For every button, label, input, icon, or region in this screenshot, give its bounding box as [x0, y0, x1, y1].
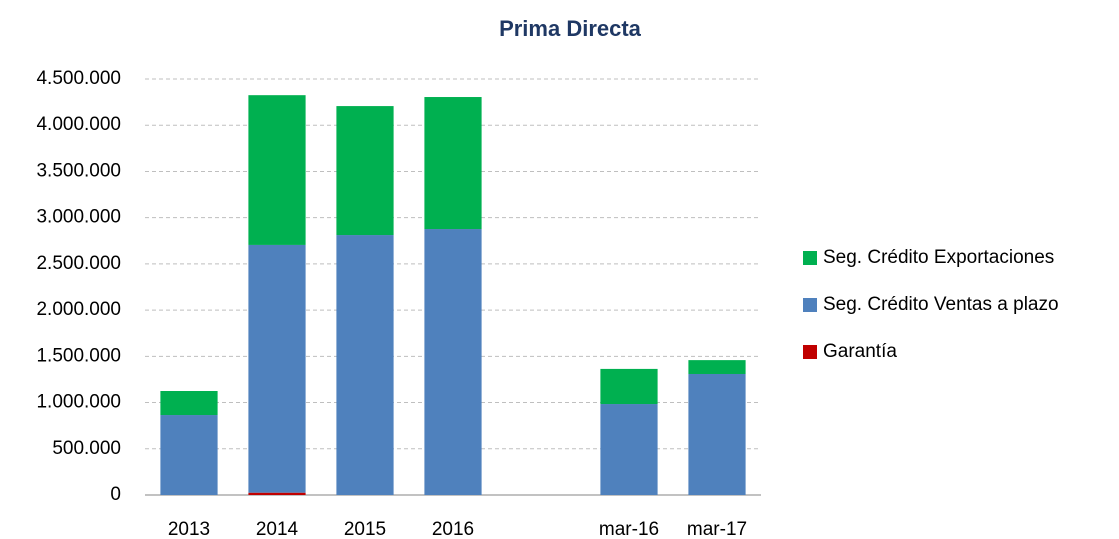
bar-segment: [336, 235, 394, 496]
y-tick-label: 2.000.000: [36, 299, 121, 320]
y-tick-label: 3.500.000: [36, 160, 121, 181]
bar-segment: [336, 106, 394, 236]
y-tick-label: 1.000.000: [36, 392, 121, 413]
y-tick-label: 3.000.000: [36, 207, 121, 228]
legend-swatch: [803, 345, 817, 359]
y-tick-label: 4.000.000: [36, 114, 121, 135]
bar-segment: [160, 391, 218, 416]
y-tick-label: 4.500.000: [36, 68, 121, 89]
bar-segment: [688, 360, 746, 374]
x-tick-label: mar-16: [599, 519, 659, 539]
bar-segment: [424, 97, 482, 230]
bar-segment: [160, 415, 218, 495]
legend-swatch: [803, 298, 817, 312]
y-tick-label: 1.500.000: [36, 345, 121, 366]
bar-segment: [600, 368, 658, 405]
bar-segment: [248, 95, 306, 245]
bar-segment: [248, 244, 306, 493]
bar-segment: [424, 229, 482, 495]
x-tick-label: 2014: [256, 519, 299, 539]
legend-swatch: [803, 251, 817, 265]
bar-segment: [600, 404, 658, 495]
legend-label: Seg. Crédito Ventas a plazo: [823, 294, 1059, 315]
y-tick-label: 500.000: [52, 438, 121, 459]
bar-segment: [688, 373, 746, 495]
chart-title: Prima Directa: [499, 16, 642, 41]
legend-label: Seg. Crédito Exportaciones: [823, 247, 1054, 268]
x-tick-label: 2013: [168, 519, 210, 539]
bar-segment: [248, 492, 306, 495]
x-tick-label: mar-17: [687, 519, 747, 539]
x-tick-label: 2015: [344, 519, 386, 539]
y-tick-label: 2.500.000: [36, 253, 121, 274]
y-tick-label: 0: [110, 484, 121, 505]
legend-label: Garantía: [823, 341, 897, 362]
x-tick-label: 2016: [432, 519, 474, 539]
